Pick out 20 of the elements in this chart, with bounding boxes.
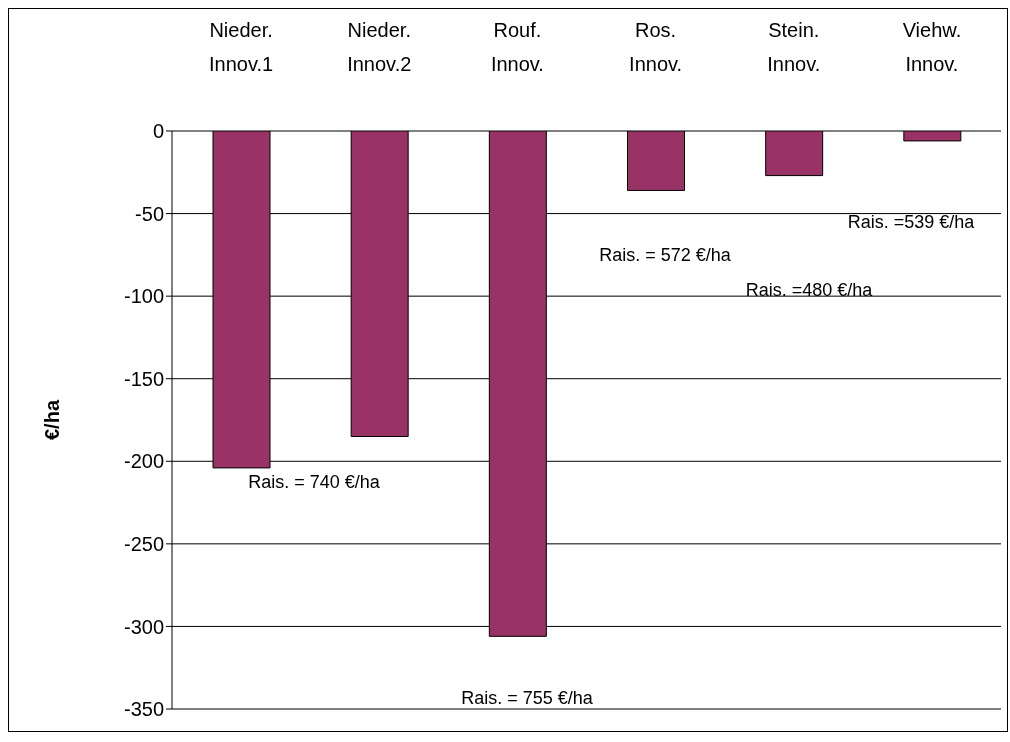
- x-tick-label: Stein. Innov.: [767, 19, 821, 75]
- annotation: Rais. =480 €/ha: [745, 280, 874, 300]
- y-tick-label: -150: [123, 367, 164, 390]
- x-tick-label: Ros. Innov.: [629, 19, 683, 75]
- annotation: Rais. = 740 €/ha: [248, 472, 381, 492]
- y-tick-label: -300: [123, 615, 164, 638]
- annotation: Rais. = 755 €/ha: [461, 688, 594, 708]
- x-tick-label: Nieder. Innov.2: [347, 19, 412, 75]
- y-tick-label: -100: [123, 285, 164, 308]
- y-tick-label: -250: [123, 532, 164, 555]
- y-tick-label: 0: [152, 120, 164, 143]
- x-tick-label: Rouf. Innov.: [490, 19, 544, 75]
- y-axis-title: €/ha: [41, 399, 64, 441]
- annotation: Rais. = 572 €/ha: [599, 245, 732, 265]
- annotation: Rais. =539 €/ha: [847, 212, 976, 232]
- x-tick-label: Nieder. Innov.1: [209, 19, 274, 75]
- y-tick-label: -50: [135, 202, 164, 225]
- y-tick-label: -200: [123, 450, 164, 473]
- y-tick-label: -350: [123, 698, 164, 721]
- x-tick-label: Viehw. Innov.: [902, 19, 962, 75]
